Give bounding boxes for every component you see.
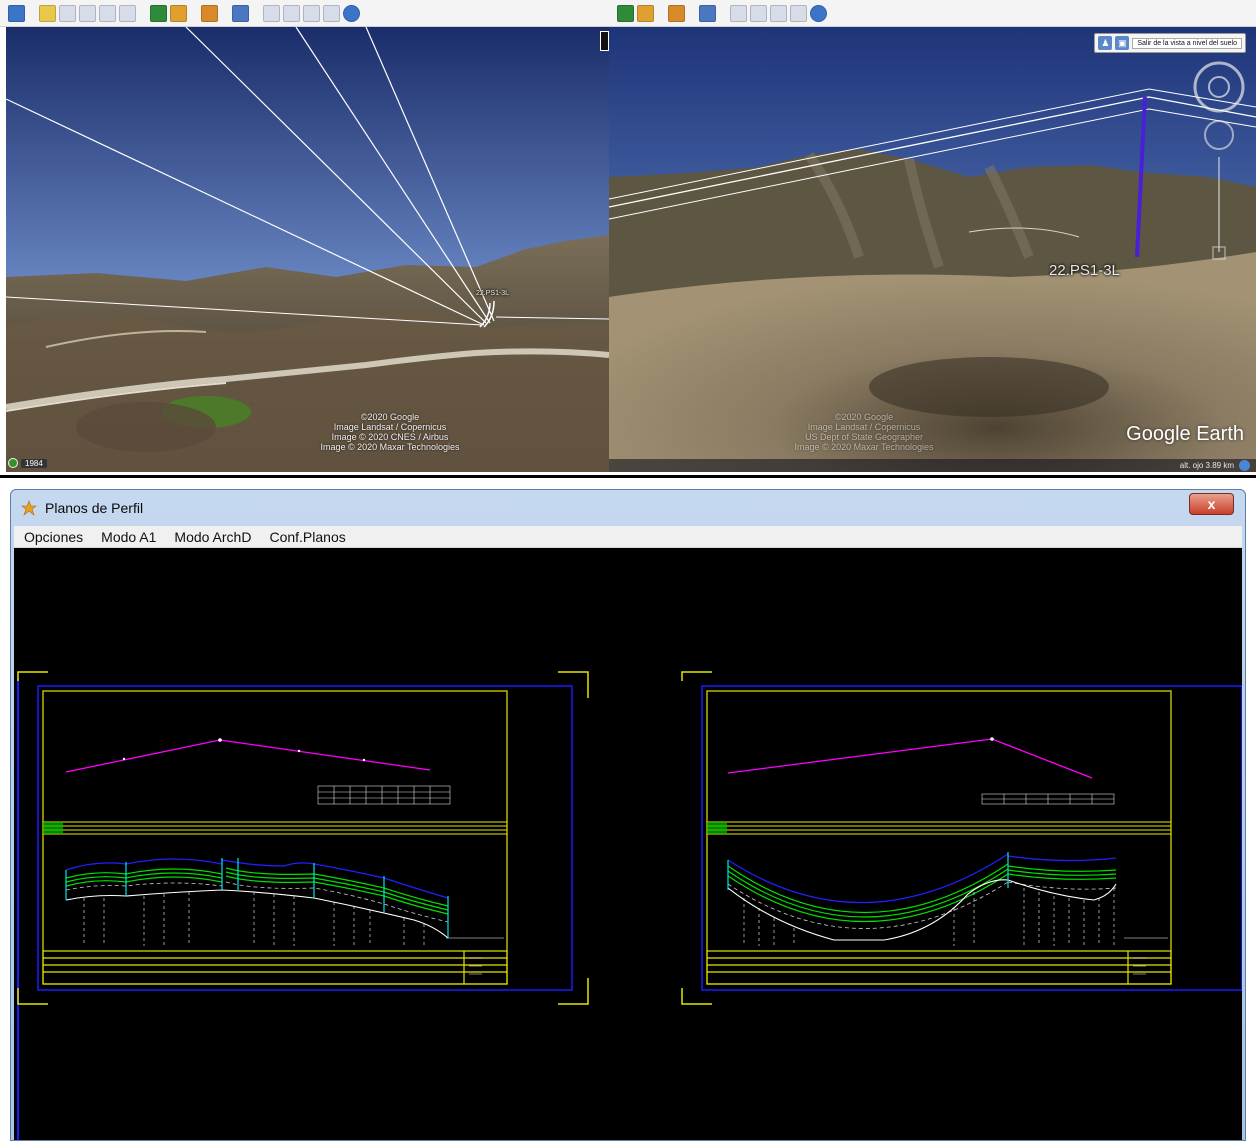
google-earth-logo: Google Earth	[1126, 423, 1244, 445]
pegman-icon[interactable]: ♟	[1098, 36, 1113, 50]
ge-left-credits: ©2020 Google Image Landsat / Copernicus …	[320, 412, 460, 452]
globe-icon	[1239, 460, 1250, 471]
exit-ground-level-button[interactable]: Salir de la vista a nivel del suelo	[1132, 37, 1242, 49]
ge-right-3d-view[interactable]	[609, 27, 1256, 472]
menu-modo-archd[interactable]: Modo ArchD	[174, 528, 252, 545]
pane-splitter-handle[interactable]	[600, 31, 609, 51]
profile-sheet-2[interactable]	[681, 671, 1242, 1005]
ge-right-credits: ©2020 Google Image Landsat / Copernicus …	[794, 412, 934, 452]
profile-sheet-1[interactable]	[17, 671, 589, 1005]
app-star-icon	[21, 500, 37, 516]
path-icon[interactable]	[79, 4, 96, 22]
google-earth-left-pane[interactable]: 22.PS1-3L ©2020 Google Image Landsat / C…	[0, 0, 609, 472]
divider	[0, 475, 1256, 478]
ground-level-controls: ♟ ▣ Salir de la vista a nivel del suelo	[1094, 33, 1246, 53]
print-icon[interactable]	[750, 4, 767, 22]
earth-icon[interactable]	[810, 4, 827, 22]
email-icon[interactable]	[730, 4, 747, 22]
ge-right-scene	[609, 27, 1256, 472]
maps-icon[interactable]	[323, 4, 340, 22]
ge-left-placemark-label[interactable]: 22.PS1-3L	[476, 290, 510, 297]
placemark-icon[interactable]	[39, 4, 56, 22]
menubar: Opciones Modo A1 Modo ArchD Conf.Planos	[14, 526, 1242, 548]
window-title: Planos de Perfil	[45, 500, 144, 516]
save-image-icon[interactable]	[303, 4, 320, 22]
ruler-icon[interactable]	[232, 4, 249, 22]
ruler-icon[interactable]	[699, 4, 716, 22]
close-button[interactable]: x	[1189, 493, 1234, 515]
polygon-icon[interactable]	[59, 4, 76, 22]
overlay-icon[interactable]	[99, 4, 116, 22]
historical-year-badge[interactable]: 1984	[8, 457, 47, 469]
ge-right-toolbar	[609, 0, 1256, 27]
sun-icon[interactable]	[637, 4, 654, 22]
window-titlebar[interactable]: Planos de Perfil	[11, 490, 1245, 526]
google-earth-right-pane[interactable]: ♟ ▣ Salir de la vista a nivel del suelo …	[609, 0, 1256, 472]
save-image-icon[interactable]	[770, 4, 787, 22]
sidebar-toggle-icon[interactable]	[8, 4, 25, 22]
menu-conf-planos[interactable]: Conf.Planos	[269, 528, 346, 545]
tower-placemark-label[interactable]: 22.PS1-3L	[1049, 262, 1120, 279]
clock-icon	[8, 458, 18, 468]
ge-left-scene	[6, 27, 609, 472]
sun-icon[interactable]	[170, 4, 187, 22]
year-label: 1984	[21, 458, 47, 468]
cube-icon[interactable]: ▣	[1115, 36, 1130, 50]
planet-icon[interactable]	[201, 4, 218, 22]
tour-icon[interactable]	[119, 4, 136, 22]
ge-left-toolbar	[0, 0, 609, 27]
planos-de-perfil-window: Planos de Perfil x Opciones Modo A1 Modo…	[10, 489, 1246, 1141]
planet-icon[interactable]	[668, 4, 685, 22]
maps-icon[interactable]	[790, 4, 807, 22]
email-icon[interactable]	[263, 4, 280, 22]
profile-sheets	[17, 671, 1242, 1140]
menu-opciones[interactable]: Opciones	[24, 528, 84, 545]
profile-drawing-canvas[interactable]	[14, 548, 1242, 1140]
menu-modo-a1[interactable]: Modo A1	[101, 528, 157, 545]
eye-altitude-status: alt. ojo 3.89 km	[609, 459, 1256, 472]
historical-imagery-icon[interactable]	[617, 4, 634, 22]
earth-icon[interactable]	[343, 4, 360, 22]
print-icon[interactable]	[283, 4, 300, 22]
historical-imagery-icon[interactable]	[150, 4, 167, 22]
ge-left-3d-view[interactable]	[6, 27, 609, 472]
